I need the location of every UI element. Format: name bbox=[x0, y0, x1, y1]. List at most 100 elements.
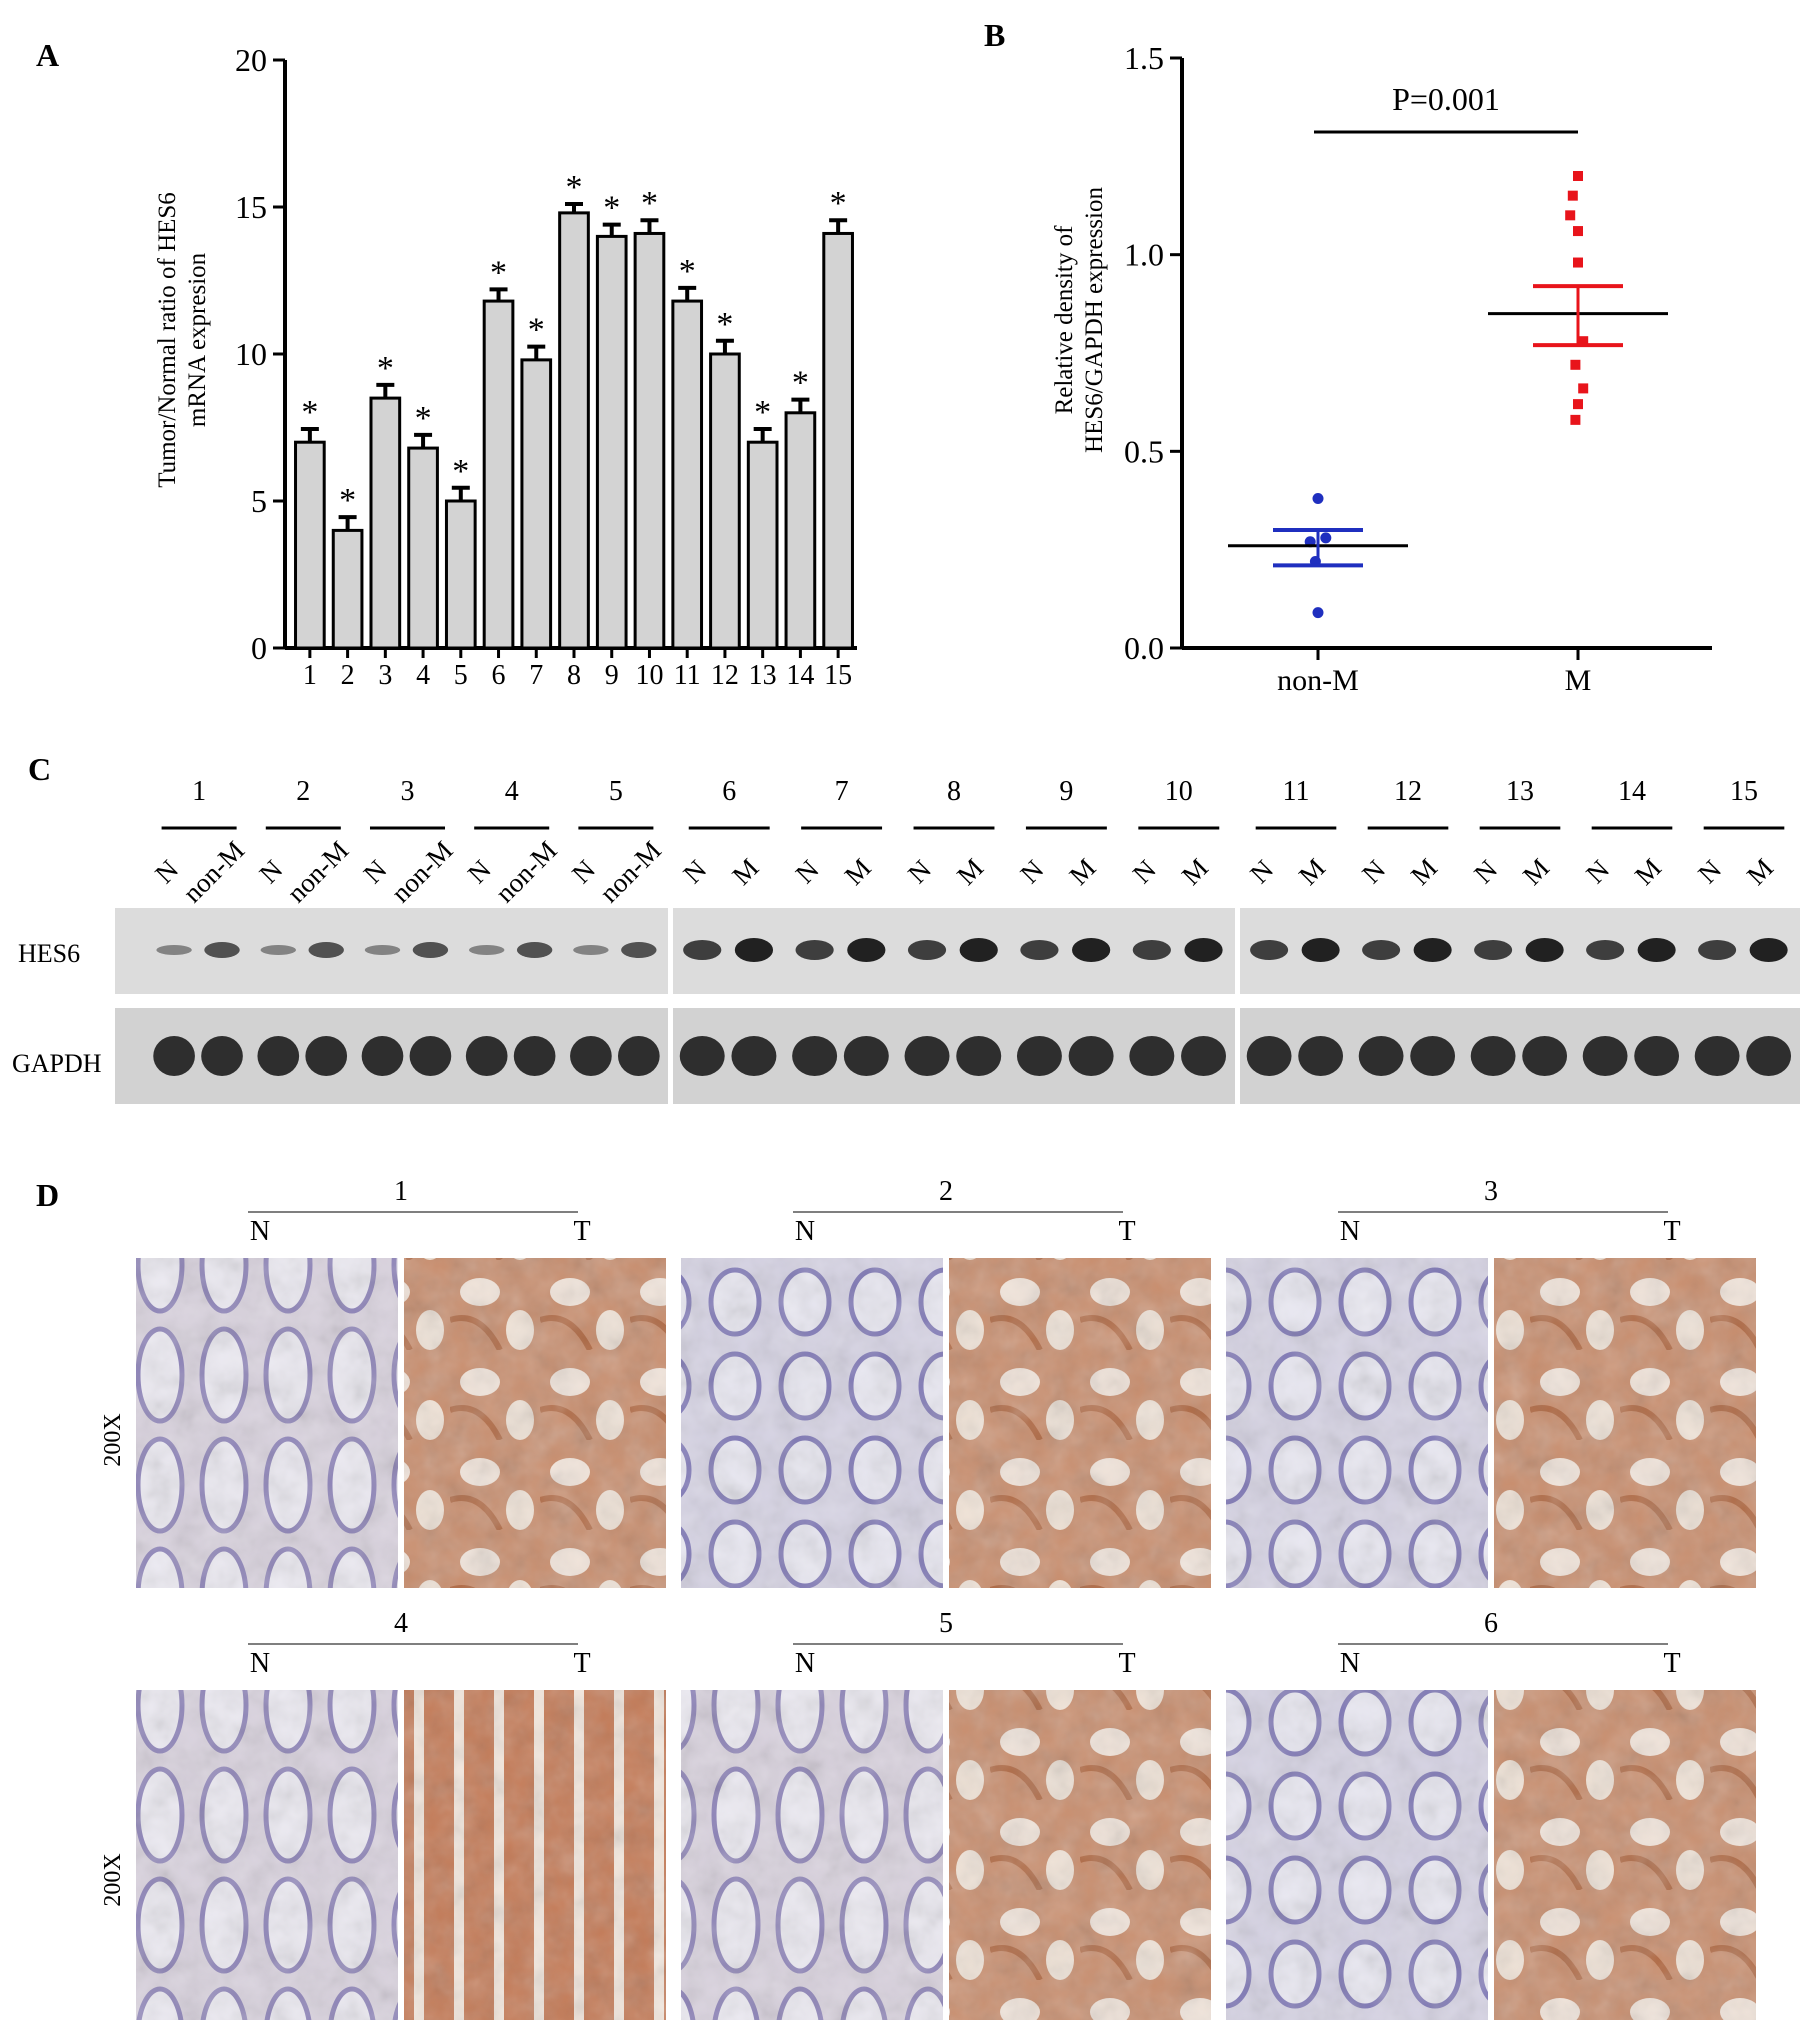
gapdh-band bbox=[792, 1036, 838, 1076]
ihc-normal-tissue-texture bbox=[1226, 1258, 1488, 1588]
gapdh-row-label: GAPDH bbox=[12, 1049, 102, 1078]
gapdh-band bbox=[1522, 1036, 1568, 1076]
ihc-tumor-tissue-texture bbox=[404, 1258, 666, 1588]
hes6-band bbox=[1525, 938, 1564, 962]
bar bbox=[369, 396, 402, 650]
hes6-band bbox=[468, 945, 505, 955]
gapdh-band bbox=[843, 1036, 889, 1076]
gapdh-band bbox=[1298, 1036, 1344, 1076]
significance-star: * bbox=[830, 185, 847, 222]
hes6-band bbox=[516, 942, 553, 958]
panel-a-x-tick-label: 8 bbox=[567, 660, 581, 691]
ihc-tumor-label: T bbox=[1118, 1648, 1135, 1679]
magnification-label-row1: 200X bbox=[100, 1413, 126, 1466]
panel-b-y-tick-label: 0.0 bbox=[1124, 630, 1164, 666]
gapdh-band bbox=[257, 1036, 300, 1076]
ihc-case-number: 4 bbox=[394, 1608, 408, 1639]
gapdh-band bbox=[1470, 1036, 1516, 1076]
panel-a-x-tick-label: 10 bbox=[635, 660, 663, 691]
ihc-case-number: 5 bbox=[939, 1608, 953, 1639]
blot-lane-label: N bbox=[1468, 854, 1503, 889]
hes6-band bbox=[795, 940, 834, 960]
hes6-band bbox=[412, 942, 449, 958]
bar bbox=[784, 411, 817, 650]
blot-sample-number: 2 bbox=[296, 776, 310, 807]
panel-label-c: C bbox=[28, 751, 51, 787]
gapdh-band bbox=[153, 1036, 195, 1076]
hes6-band bbox=[847, 938, 886, 962]
panel-b-x-tick-label: M bbox=[1565, 664, 1592, 697]
gapdh-band bbox=[1694, 1036, 1740, 1076]
ihc-tumor-label: T bbox=[1663, 1648, 1680, 1679]
gapdh-band bbox=[1358, 1036, 1404, 1076]
panel-a-y-tick-label: 20 bbox=[235, 42, 267, 78]
hes6-band bbox=[260, 945, 297, 955]
ihc-tumor-label: T bbox=[1663, 1216, 1680, 1247]
panel-b-x-tick-labels: non-M M bbox=[1277, 648, 1591, 697]
gapdh-band bbox=[1181, 1036, 1227, 1076]
hes6-band bbox=[308, 942, 344, 958]
pvalue-label: P=0.001 bbox=[1392, 81, 1500, 117]
blot-lane-label: N bbox=[1356, 854, 1391, 889]
significance-star: * bbox=[716, 306, 733, 343]
blot-sample-number: 9 bbox=[1059, 776, 1073, 807]
blot-lane-label: M bbox=[951, 853, 989, 891]
panel-a-y-tick-label: 15 bbox=[235, 189, 267, 225]
panel-a-y-axis-label: Tumor/Normal ratio of HES6 mRNA expresio… bbox=[154, 192, 211, 488]
panel-b-y-tick-label: 1.5 bbox=[1124, 40, 1164, 76]
ihc-normal-tissue-texture bbox=[136, 1258, 398, 1588]
blot-lane-label: N bbox=[1692, 854, 1727, 889]
bar bbox=[746, 440, 779, 650]
ihc-case-number: 2 bbox=[939, 1176, 953, 1207]
gapdh-band bbox=[1129, 1036, 1175, 1076]
data-point-m bbox=[1567, 190, 1578, 201]
bar bbox=[444, 499, 477, 650]
hes6-band bbox=[1132, 940, 1171, 960]
bar bbox=[294, 440, 326, 650]
panel-b-y-tick-label: 0.5 bbox=[1124, 433, 1164, 469]
data-point-m bbox=[1570, 359, 1581, 370]
ihc-case-number: 3 bbox=[1484, 1176, 1498, 1207]
data-point-m bbox=[1578, 336, 1589, 347]
ihc-normal-label: N bbox=[1340, 1216, 1360, 1247]
data-point-m bbox=[1573, 226, 1583, 237]
ihc-case-number: 6 bbox=[1484, 1608, 1498, 1639]
significance-star: * bbox=[603, 190, 620, 227]
gapdh-band bbox=[465, 1036, 508, 1076]
ihc-normal-label: N bbox=[1340, 1648, 1360, 1679]
ihc-tumor-tissue-texture bbox=[949, 1258, 1211, 1588]
panel-a-y-ticks: 0 5 10 15 20 bbox=[235, 42, 285, 666]
data-point-m bbox=[1565, 210, 1576, 221]
gapdh-band bbox=[1582, 1036, 1628, 1076]
ihc-tumor-label: T bbox=[1118, 1216, 1135, 1247]
gapdh-band bbox=[570, 1036, 612, 1076]
data-point-m bbox=[1570, 414, 1581, 425]
significance-star: * bbox=[679, 253, 696, 290]
gapdh-band bbox=[305, 1036, 348, 1076]
blot-sample-number: 14 bbox=[1618, 776, 1646, 807]
ihc-cases: 1 N T 2 N T 3 N T 4 N T 5 N T 6 N T bbox=[136, 1176, 1756, 2020]
panel-b-x-tick-label: non-M bbox=[1277, 664, 1359, 697]
ihc-tumor-label: T bbox=[573, 1216, 590, 1247]
hes6-band bbox=[156, 945, 192, 955]
significance-star: * bbox=[754, 394, 771, 431]
panel-a-x-tick-label: 6 bbox=[492, 660, 506, 691]
blot-lane-label: M bbox=[1517, 853, 1555, 891]
panel-a-y-tick-label: 10 bbox=[235, 336, 267, 372]
blot-lane-label: M bbox=[1405, 853, 1443, 891]
hes6-band bbox=[907, 940, 947, 960]
hes6-band bbox=[573, 945, 609, 955]
blot-lane-label: N bbox=[1014, 854, 1049, 889]
gapdh-band bbox=[904, 1036, 950, 1076]
gapdh-band bbox=[1410, 1036, 1456, 1076]
blot-sample-number: 13 bbox=[1506, 776, 1534, 807]
panel-a-x-tick-label: 14 bbox=[786, 660, 814, 691]
significance-star: * bbox=[792, 365, 809, 402]
hes6-band bbox=[1250, 940, 1289, 960]
significance-star: * bbox=[528, 312, 545, 349]
ihc-normal-label: N bbox=[795, 1648, 815, 1679]
significance-star: * bbox=[641, 185, 658, 222]
blot-sample-number: 6 bbox=[722, 776, 736, 807]
gapdh-band bbox=[1634, 1036, 1680, 1076]
